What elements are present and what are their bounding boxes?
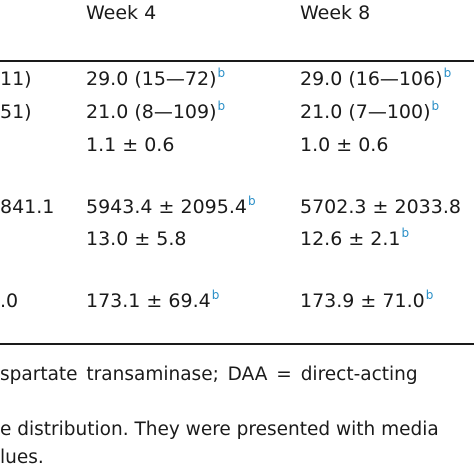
table-bottom-rule	[0, 343, 474, 345]
row3-week4: 1.1 ± 0.6	[86, 134, 175, 156]
row1-week8: 29.0 (16—106)b	[300, 66, 452, 90]
row6-col0: .0	[0, 290, 19, 312]
footnote-line2: e distribution. They were presented with…	[0, 419, 439, 440]
row5-week4: 13.0 ± 5.8	[86, 228, 187, 250]
row2-week8: 21.0 (7—100)b	[300, 99, 440, 123]
row2-week8-sup: b	[431, 99, 440, 113]
row1-week4-sup: b	[217, 66, 226, 80]
row4-week4-sup: b	[247, 194, 256, 208]
row1-col0: 11)	[0, 68, 32, 90]
row3-week8: 1.0 ± 0.6	[300, 134, 389, 156]
footnote-line1: spartate transaminase; DAA = direct-acti…	[0, 364, 418, 385]
row2-week4-sup: b	[217, 99, 226, 113]
row5-week8-sup: b	[401, 226, 410, 240]
row6-week8-sup: b	[425, 288, 434, 302]
row2-week4: 21.0 (8—109)b	[86, 99, 226, 123]
row4-week4: 5943.4 ± 2095.4b	[86, 194, 256, 218]
footnote-line3: lues.	[0, 447, 44, 468]
row5-week8: 12.6 ± 2.1b	[300, 226, 410, 250]
row2-col0: 51)	[0, 101, 32, 123]
row1-week4: 29.0 (15—72)b	[86, 66, 226, 90]
header-rule	[0, 60, 474, 62]
row4-col0: 841.1	[0, 196, 55, 218]
row6-week8: 173.9 ± 71.0b	[300, 288, 434, 312]
row6-week4: 173.1 ± 69.4b	[86, 288, 220, 312]
header-week4: Week 4	[86, 2, 157, 24]
header-week8: Week 8	[300, 2, 371, 24]
row1-week8-sup: b	[443, 66, 452, 80]
row6-week4-sup: b	[211, 288, 220, 302]
row4-week8: 5702.3 ± 2033.8	[300, 196, 461, 218]
